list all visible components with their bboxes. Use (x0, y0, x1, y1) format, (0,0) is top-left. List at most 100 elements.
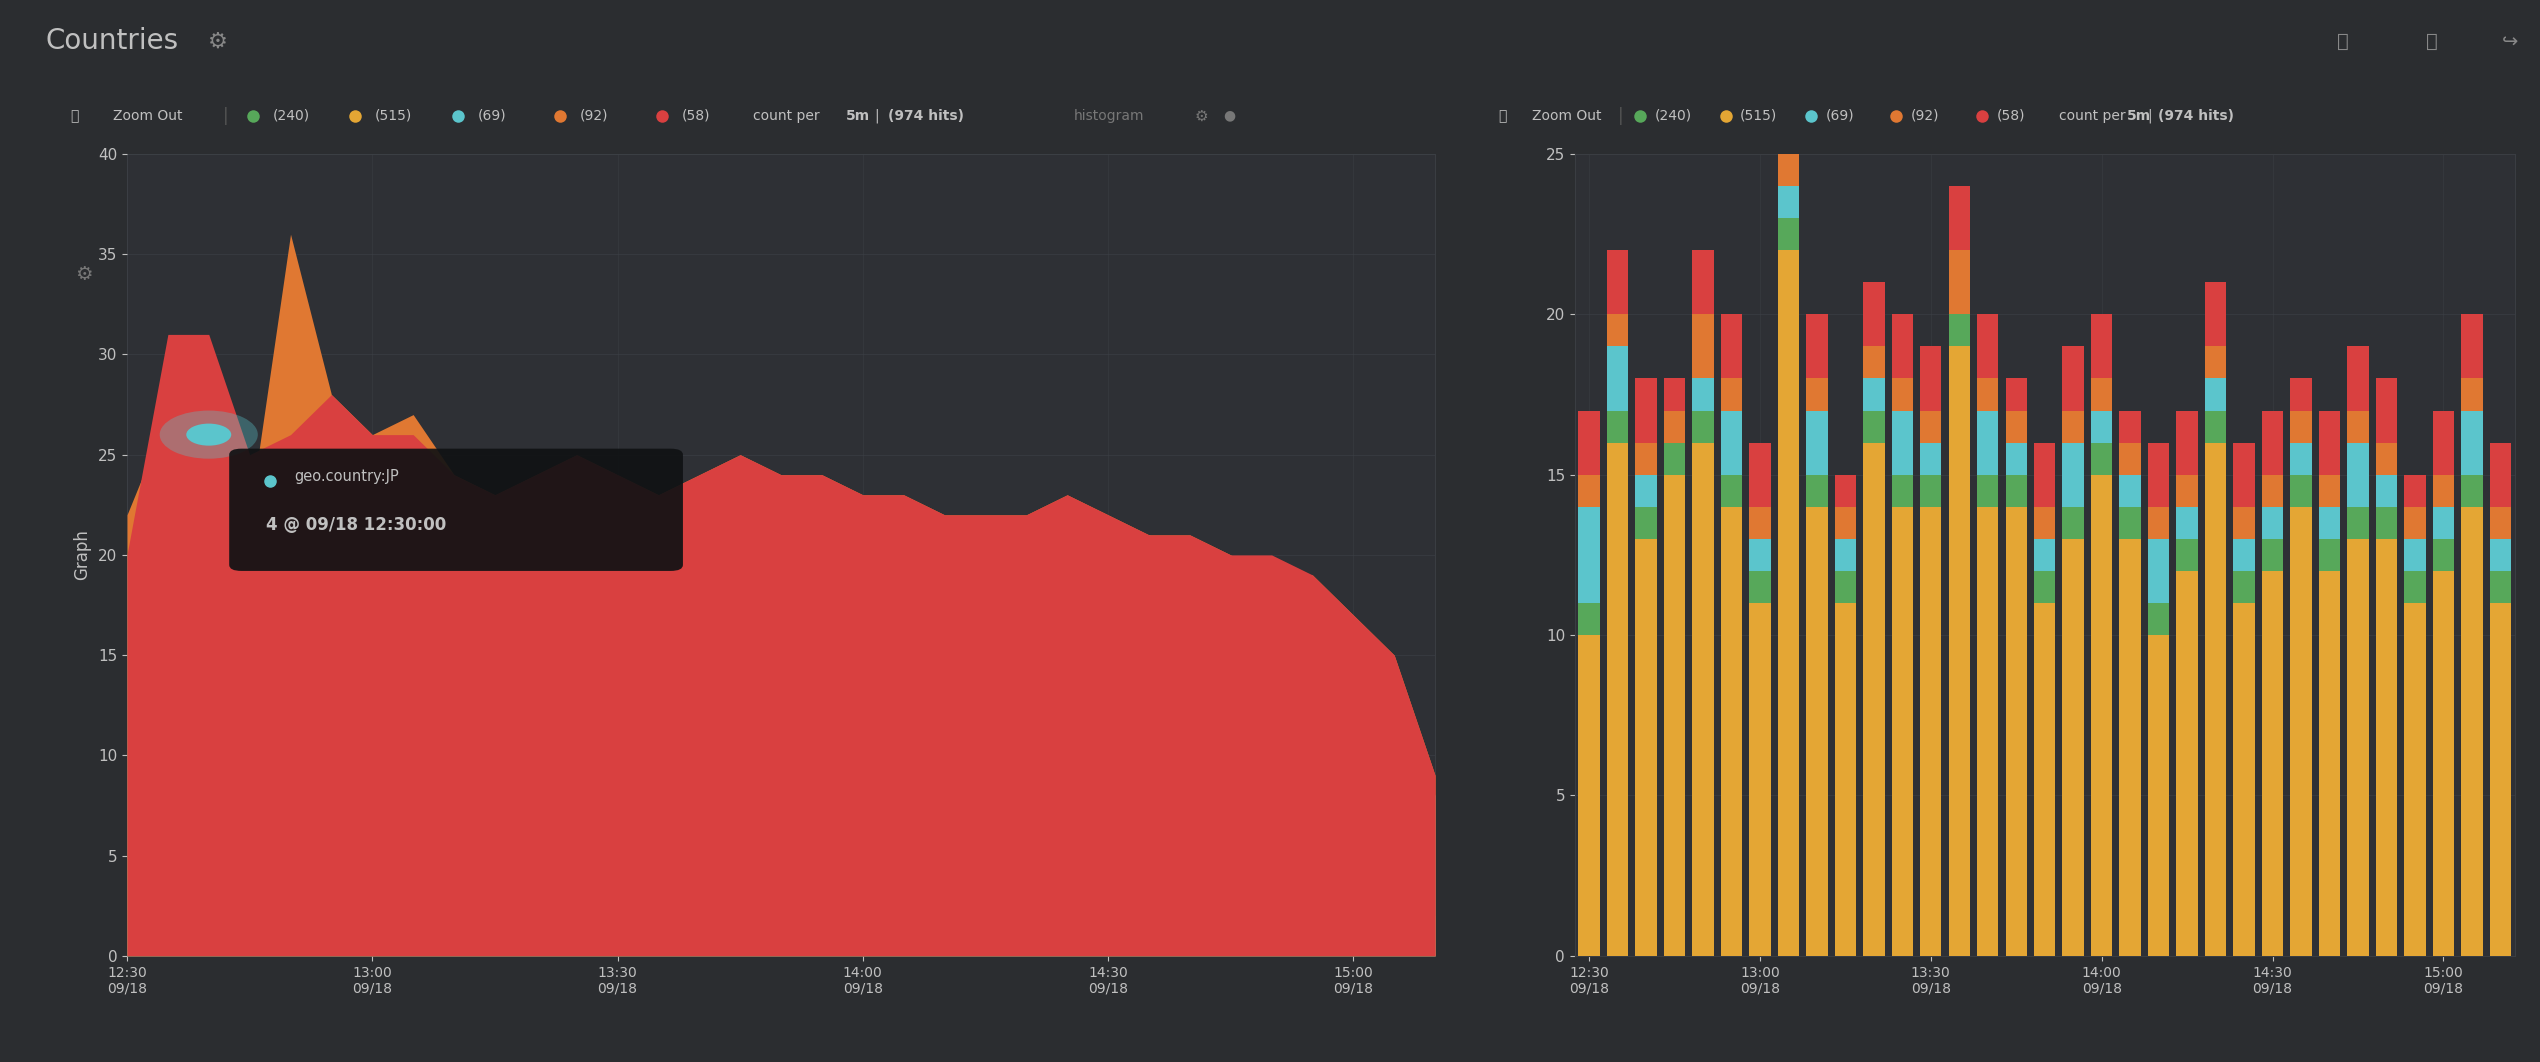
Bar (2405, 475, 2426, 507)
Bar (2347, 538, 2370, 956)
Bar (2118, 411, 2141, 443)
Bar (1577, 507, 1600, 603)
Bar (1834, 475, 1857, 507)
Bar (2261, 411, 2283, 475)
Text: (92): (92) (579, 108, 610, 123)
Bar (2261, 571, 2283, 956)
Bar (1750, 571, 1770, 603)
Bar (1664, 411, 1684, 443)
Bar (1636, 378, 1656, 443)
Bar (2205, 443, 2225, 956)
Text: 💾: 💾 (2426, 32, 2438, 51)
Bar (1720, 411, 1742, 475)
Bar (2205, 346, 2225, 378)
Bar (2149, 635, 2169, 956)
Bar (1750, 538, 1770, 571)
Bar (2319, 571, 2339, 956)
Bar (1976, 507, 1999, 956)
Text: (240): (240) (272, 108, 310, 123)
Bar (2319, 475, 2339, 507)
Text: geo.country:JP: geo.country:JP (295, 469, 399, 484)
Bar (2405, 507, 2426, 538)
Bar (1864, 378, 1885, 411)
Bar (1920, 475, 1941, 507)
Bar (2489, 571, 2512, 603)
Bar (2489, 443, 2512, 507)
Bar (2347, 507, 2370, 538)
Bar (2149, 507, 2169, 538)
Bar (1636, 538, 1656, 956)
Bar (1834, 571, 1857, 603)
Bar (2461, 411, 2482, 475)
Bar (2291, 443, 2311, 475)
Bar (1778, 251, 1798, 956)
Bar (1806, 507, 1829, 956)
Bar (1750, 507, 1770, 538)
Bar (2375, 475, 2398, 507)
Bar (2319, 411, 2339, 475)
Bar (1720, 314, 1742, 378)
Bar (2177, 538, 2197, 571)
Bar (2291, 507, 2311, 956)
Bar (2205, 282, 2225, 346)
Bar (2007, 443, 2027, 475)
Bar (2347, 411, 2370, 443)
Bar (1948, 186, 1971, 251)
Bar (2291, 378, 2311, 411)
Bar (2118, 507, 2141, 538)
Text: ⚙: ⚙ (76, 264, 91, 284)
Bar (1920, 411, 1941, 443)
Bar (1976, 378, 1999, 411)
Bar (2177, 411, 2197, 475)
Bar (1778, 186, 1798, 218)
Bar (2149, 443, 2169, 507)
Bar (1692, 411, 1715, 443)
Bar (2489, 603, 2512, 956)
Text: 🔍: 🔍 (71, 108, 79, 123)
Bar (2007, 507, 2027, 956)
Bar (2177, 507, 2197, 538)
Bar (1778, 57, 1798, 122)
Bar (2461, 314, 2482, 378)
Bar (2405, 603, 2426, 956)
Text: |: | (874, 108, 879, 123)
Text: |: | (1618, 107, 1623, 124)
Bar (1720, 507, 1742, 956)
Bar (2291, 411, 2311, 443)
Bar (2375, 378, 2398, 443)
Text: (69): (69) (478, 108, 505, 123)
Bar (2035, 538, 2055, 571)
Text: Zoom Out: Zoom Out (114, 108, 183, 123)
Text: (974 hits): (974 hits) (2159, 108, 2233, 123)
Text: count per: count per (754, 108, 820, 123)
Bar (1664, 443, 1684, 475)
Bar (1720, 378, 1742, 411)
Bar (1692, 443, 1715, 956)
Text: 5m: 5m (846, 108, 869, 123)
Bar (2090, 443, 2113, 475)
Bar (2319, 538, 2339, 571)
Y-axis label: Graph: Graph (74, 530, 91, 580)
Bar (1920, 346, 1941, 411)
Bar (2261, 538, 2283, 571)
Bar (2090, 378, 2113, 411)
Bar (1920, 507, 1941, 956)
Bar (2062, 443, 2083, 507)
Bar (1664, 378, 1684, 411)
Text: histogram: histogram (1074, 108, 1143, 123)
Text: 🔍: 🔍 (1499, 108, 1506, 123)
Text: ⚙: ⚙ (1194, 108, 1209, 123)
Bar (1806, 314, 1829, 378)
Bar (2062, 411, 2083, 443)
Bar (2261, 475, 2283, 507)
Bar (1608, 346, 1628, 411)
Bar (2233, 443, 2256, 507)
Bar (1720, 475, 1742, 507)
Bar (2405, 538, 2426, 571)
Bar (1806, 378, 1829, 411)
Bar (1976, 475, 1999, 507)
Bar (2177, 571, 2197, 956)
Bar (2007, 475, 2027, 507)
Bar (2291, 475, 2311, 507)
Text: (92): (92) (1910, 108, 1941, 123)
